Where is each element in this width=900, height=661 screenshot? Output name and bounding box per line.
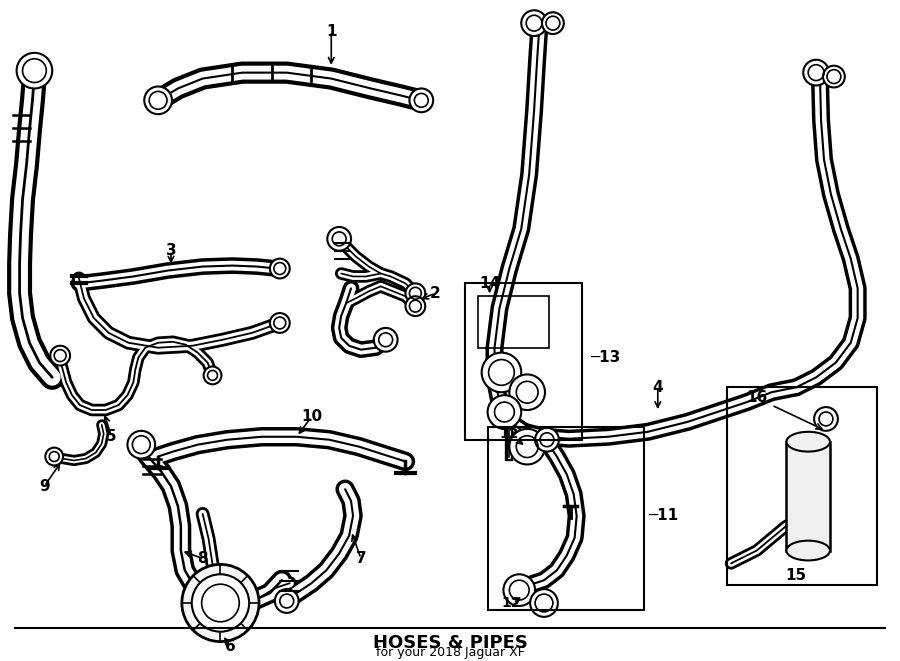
- Circle shape: [803, 59, 829, 85]
- Circle shape: [328, 227, 351, 251]
- Circle shape: [144, 87, 172, 114]
- Text: 14: 14: [479, 276, 500, 291]
- Ellipse shape: [787, 541, 830, 561]
- Text: 7: 7: [356, 551, 366, 566]
- Ellipse shape: [192, 574, 249, 632]
- Text: 12: 12: [500, 427, 519, 441]
- Text: 3: 3: [166, 243, 176, 258]
- Text: 2: 2: [430, 286, 440, 301]
- Circle shape: [814, 407, 838, 431]
- Text: 8: 8: [197, 551, 208, 566]
- Circle shape: [128, 431, 155, 459]
- Circle shape: [50, 346, 70, 366]
- Text: ─11: ─11: [648, 508, 678, 524]
- Bar: [787, 442, 830, 551]
- Bar: [727, 387, 878, 585]
- Circle shape: [203, 366, 221, 384]
- Text: 5: 5: [106, 429, 117, 444]
- Circle shape: [45, 447, 63, 465]
- Ellipse shape: [787, 432, 830, 451]
- Text: 16: 16: [746, 390, 768, 405]
- Circle shape: [488, 395, 521, 429]
- Bar: [478, 296, 549, 348]
- Text: ─13: ─13: [590, 350, 621, 365]
- Circle shape: [270, 258, 290, 278]
- Circle shape: [503, 574, 536, 606]
- Circle shape: [482, 353, 521, 392]
- Circle shape: [270, 313, 290, 333]
- Text: 9: 9: [39, 479, 50, 494]
- Circle shape: [542, 13, 563, 34]
- Circle shape: [536, 428, 559, 451]
- Bar: [464, 284, 581, 440]
- Circle shape: [823, 65, 845, 87]
- Circle shape: [530, 589, 558, 617]
- Circle shape: [406, 284, 426, 303]
- Ellipse shape: [182, 564, 259, 642]
- Text: 4: 4: [652, 380, 663, 395]
- Circle shape: [509, 374, 545, 410]
- Text: 10: 10: [301, 409, 322, 424]
- Circle shape: [406, 296, 426, 316]
- Circle shape: [16, 53, 52, 89]
- Bar: [488, 427, 644, 610]
- Text: 15: 15: [786, 568, 807, 583]
- Text: HOSES & PIPES: HOSES & PIPES: [373, 633, 527, 652]
- Circle shape: [410, 89, 433, 112]
- Text: 1: 1: [326, 24, 337, 38]
- Text: 12: 12: [501, 596, 521, 610]
- Circle shape: [274, 589, 299, 613]
- Text: 6: 6: [225, 639, 236, 654]
- Circle shape: [509, 429, 545, 465]
- Circle shape: [521, 11, 547, 36]
- Text: for your 2018 Jaguar XF: for your 2018 Jaguar XF: [375, 646, 525, 659]
- Circle shape: [374, 328, 398, 352]
